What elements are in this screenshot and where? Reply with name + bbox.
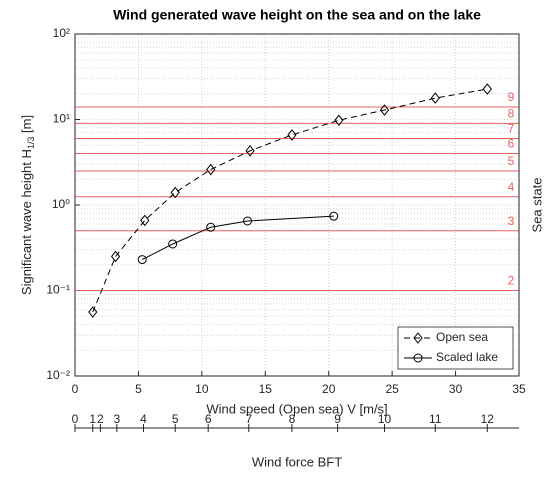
sea-state-level-label: 5 (508, 154, 515, 168)
y-axis-label: Significant wave height H1/3 [m] (19, 115, 36, 295)
sea-state-level-label: 9 (508, 90, 515, 104)
circle-marker (206, 222, 216, 232)
x-tick-label: 10 (195, 382, 209, 396)
x-tick-label: 5 (135, 382, 142, 396)
bft-tick-label: 8 (289, 412, 296, 426)
bft-tick-label: 0 (72, 412, 79, 426)
diamond-marker (206, 163, 216, 176)
y-tick-label: 10⁻² (46, 368, 70, 382)
bft-tick-label: 12 (481, 412, 495, 426)
y-tick-label: 10² (53, 26, 70, 40)
circle-marker (243, 216, 253, 226)
y-tick-label: 10⁰ (52, 197, 70, 211)
bft-tick-label: 10 (378, 412, 392, 426)
sea-state-label: Sea state (529, 178, 544, 233)
series-line (142, 215, 334, 261)
legend-marker (413, 332, 423, 344)
y-tick-label: 10¹ (53, 112, 70, 126)
y-label-sub: 1/3 (26, 137, 36, 150)
x-tick-label: 25 (385, 382, 399, 396)
sea-state-level-label: 6 (508, 137, 515, 151)
sea-state-level-label: 4 (508, 180, 515, 194)
bft-axis-label: Wind force BFT (252, 454, 342, 469)
diamond-marker (482, 83, 492, 95)
bft-tick-label: 2 (97, 412, 104, 426)
bft-tick-label: 11 (429, 412, 442, 426)
y-label-unit: [m] (19, 115, 34, 137)
circle-marker (168, 239, 178, 249)
bft-tick-label: 7 (245, 412, 252, 426)
diamond-marker (334, 114, 344, 127)
diamond-marker (287, 129, 297, 141)
sea-state-level-label: 8 (508, 107, 515, 121)
x-tick-label: 20 (322, 382, 336, 396)
sea-state-level-label: 3 (508, 214, 515, 228)
bft-tick-label: 1 (89, 412, 96, 426)
sea-state-level-label: 7 (508, 122, 515, 136)
chart-title: Wind generated wave height on the sea an… (113, 7, 481, 23)
diamond-marker (430, 92, 440, 104)
legend-label: Open sea (436, 330, 488, 344)
circle-marker (137, 255, 147, 265)
bft-tick-label: 5 (172, 412, 179, 426)
bft-tick-label: 6 (205, 412, 212, 426)
diamond-marker (88, 306, 98, 318)
series-line (92, 88, 488, 313)
x-tick-label: 30 (449, 382, 463, 396)
plot-frame (74, 33, 520, 377)
legend-label: Scaled lake (436, 350, 498, 364)
diamond-marker (170, 186, 180, 199)
y-tick-label: 10⁻¹ (46, 283, 70, 297)
bft-tick-label: 4 (140, 412, 147, 426)
legend-marker (413, 353, 423, 363)
sea-state-level-label: 2 (508, 274, 515, 288)
x-tick-label: 15 (259, 382, 273, 396)
diamond-marker (379, 104, 390, 116)
bft-tick-label: 9 (334, 412, 341, 426)
diamond-marker (110, 250, 121, 263)
x-axis-label: Wind speed (Open sea) V [m/s] (206, 401, 387, 416)
x-tick-label: 35 (512, 382, 526, 396)
diamond-marker (245, 145, 255, 157)
y-label-main: Significant wave height H (19, 149, 34, 295)
circle-marker (329, 211, 339, 221)
bft-tick-label: 3 (114, 412, 121, 426)
x-tick-label: 0 (72, 382, 79, 396)
diamond-marker (140, 214, 150, 227)
